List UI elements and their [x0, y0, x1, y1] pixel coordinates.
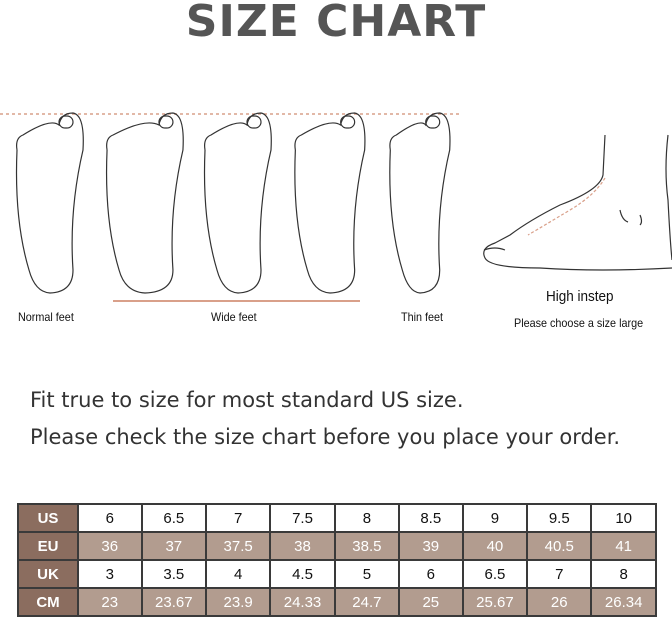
- table-row-uk: UK 3 3.5 4 4.5 5 6 6.5 7 8: [16, 559, 657, 589]
- size-cell: 23.67: [140, 587, 208, 617]
- row-header: US: [16, 503, 80, 533]
- size-cell: 3: [77, 559, 143, 589]
- foot-outline-icon: [15, 112, 84, 294]
- fit-note: Fit true to size for most standard US si…: [30, 388, 464, 412]
- row-header: UK: [16, 559, 80, 589]
- foot-outline-icon: [389, 112, 451, 294]
- foot-outline-icon: [105, 112, 184, 294]
- size-cell: 9.5: [526, 503, 593, 533]
- size-cell: 23.9: [205, 587, 272, 617]
- size-cell: 8.5: [397, 503, 464, 533]
- toenail-icon: [425, 115, 441, 129]
- table-row-cm: CM 23 23.67 23.9 24.33 24.7 25 25.67 26 26.34: [16, 587, 657, 617]
- size-cell: 8: [333, 503, 400, 533]
- size-cell: 40: [461, 531, 529, 561]
- table-row-eu: EU 36 37 37.5 38 38.5 39 40 40.5 41: [16, 531, 657, 561]
- size-cell: 4: [205, 559, 272, 589]
- toenail-icon: [246, 115, 262, 129]
- size-cell: 6: [77, 503, 143, 533]
- size-cell: 5: [333, 559, 400, 589]
- size-cell: 39: [397, 531, 464, 561]
- size-cell: 6.5: [461, 559, 529, 589]
- high-instep-label: High instep: [546, 288, 614, 305]
- page-title: SIZE CHART: [185, 0, 487, 47]
- foot-outline-icon: [294, 112, 366, 294]
- toenail-icon: [58, 115, 74, 129]
- side-foot-icon: [483, 134, 672, 271]
- order-note: Please check the size chart before you p…: [30, 425, 621, 449]
- size-cell: 10: [590, 503, 657, 533]
- size-cell: 25: [397, 587, 464, 617]
- size-cell: 4.5: [269, 559, 336, 589]
- foot-outline-icon: [203, 112, 272, 294]
- toenail-icon: [158, 115, 174, 129]
- size-cell: 6: [397, 559, 464, 589]
- size-cell: 40.5: [526, 531, 593, 561]
- size-cell: 38.5: [333, 531, 400, 561]
- thin-feet-label: Thin feet: [401, 310, 444, 324]
- size-cell: 7.5: [269, 503, 336, 533]
- row-header: EU: [16, 531, 80, 561]
- size-cell: 23: [77, 587, 143, 617]
- size-table: US 6 6.5 7 7.5 8 8.5 9 9.5 10 EU 36 37 37.5 38 38.5 39 40…: [16, 503, 657, 617]
- size-cell: 41: [590, 531, 657, 561]
- size-cell: 24.33: [269, 587, 336, 617]
- size-cell: 37: [140, 531, 208, 561]
- size-cell: 37.5: [205, 531, 272, 561]
- feet-illustration: [0, 112, 672, 302]
- toenail-icon: [340, 115, 356, 129]
- size-cell: 7: [205, 503, 272, 533]
- row-header: CM: [16, 587, 80, 617]
- size-cell: 3.5: [140, 559, 208, 589]
- size-cell: 9: [461, 503, 529, 533]
- size-cell: 6.5: [140, 503, 208, 533]
- size-cell: 26: [526, 587, 593, 617]
- size-cell: 26.34: [590, 587, 657, 617]
- wide-feet-label: Wide feet: [211, 310, 257, 324]
- size-cell: 8: [590, 559, 657, 589]
- table-row-us: US 6 6.5 7 7.5 8 8.5 9 9.5 10: [16, 503, 657, 533]
- size-cell: 24.7: [333, 587, 400, 617]
- size-cell: 25.67: [461, 587, 529, 617]
- size-cell: 7: [526, 559, 593, 589]
- high-instep-note: Please choose a size large: [514, 316, 644, 330]
- size-cell: 38: [269, 531, 336, 561]
- size-cell: 36: [77, 531, 143, 561]
- normal-feet-label: Normal feet: [18, 310, 74, 324]
